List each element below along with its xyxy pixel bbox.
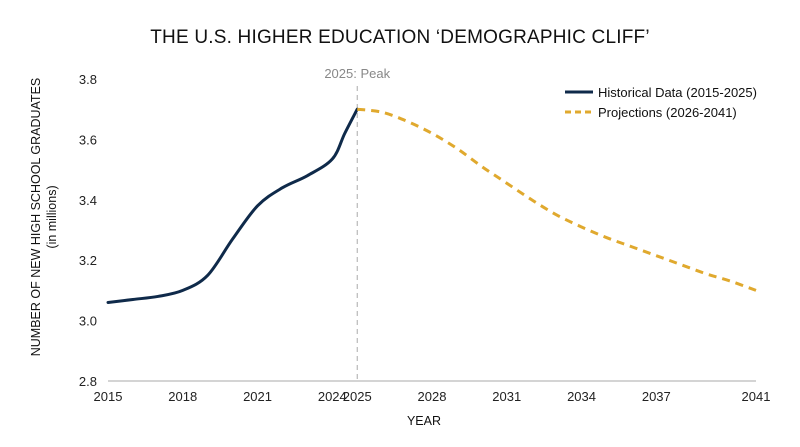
- x-tick-label: 2018: [168, 389, 197, 404]
- x-axis-label: YEAR: [407, 414, 441, 428]
- x-tick-label: 2015: [94, 389, 123, 404]
- legend: Historical Data (2015-2025) Projections …: [565, 85, 757, 120]
- y-tick-label: 3.2: [79, 253, 97, 268]
- x-tick-label: 2025: [343, 389, 372, 404]
- x-tick-label: 2028: [418, 389, 447, 404]
- x-tick-label: 2021: [243, 389, 272, 404]
- y-axis-label: NUMBER OF NEW HIGH SCHOOL GRADUATES: [29, 78, 43, 357]
- y-axis-label-group: NUMBER OF NEW HIGH SCHOOL GRADUATES (in …: [29, 78, 59, 357]
- legend-label-historical: Historical Data (2015-2025): [598, 85, 757, 100]
- series-lines: [106, 107, 757, 304]
- y-tick-label: 3.4: [79, 193, 97, 208]
- x-tick-label: 2037: [642, 389, 671, 404]
- x-tick-label: 2034: [567, 389, 596, 404]
- projection-series-line: [357, 107, 757, 292]
- y-tick-label: 3.8: [79, 72, 97, 87]
- x-tick-label: 2024: [318, 389, 347, 404]
- peak-annotation: 2025: Peak: [324, 66, 390, 81]
- chart-title: THE U.S. HIGHER EDUCATION ‘DEMOGRAPHIC C…: [150, 27, 650, 48]
- legend-label-projections: Projections (2026-2041): [598, 105, 737, 120]
- y-tick-label: 3.6: [79, 132, 97, 147]
- y-tick-label: 3.0: [79, 314, 97, 329]
- x-tick-label: 2031: [492, 389, 521, 404]
- y-tick-labels: 2.8 3.0 3.2 3.4 3.6 3.8: [79, 72, 97, 389]
- y-tick-label: 2.8: [79, 374, 97, 389]
- x-tick-label: 2041: [742, 389, 771, 404]
- historical-series-line: [106, 107, 359, 304]
- y-axis-sublabel: (in millions): [45, 185, 59, 248]
